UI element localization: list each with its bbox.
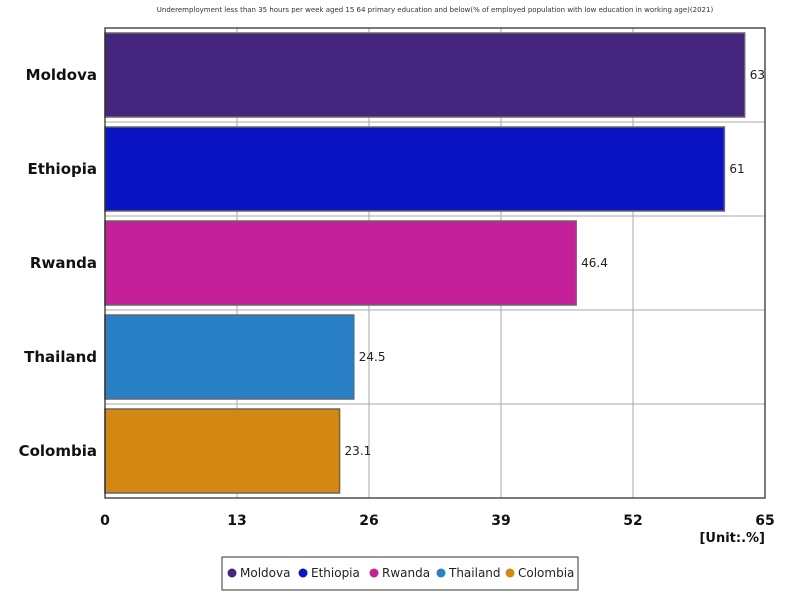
value-label: 23.1 (345, 444, 372, 458)
legend-label: Moldova (240, 566, 290, 580)
plot-frame (104, 27, 766, 499)
x-axis-ticks: 0 13 26 39 52 65 (100, 513, 775, 529)
bar-moldova (104, 32, 746, 118)
category-label: Moldova (26, 66, 97, 84)
category-label: Ethiopia (27, 160, 97, 178)
category-labels: Moldova Ethiopia Rwanda Thailand Colombia (19, 66, 97, 460)
legend-marker (369, 568, 379, 578)
legend-marker (436, 568, 446, 578)
x-tick-label: 65 (755, 513, 774, 529)
x-tick-label: 52 (623, 513, 642, 529)
chart-title: Underemployment less than 35 hours per w… (157, 6, 714, 14)
value-labels: 63 61 46.4 24.5 23.1 (345, 68, 765, 458)
bar-colombia (104, 408, 341, 494)
category-label: Rwanda (30, 254, 97, 272)
value-label: 63 (750, 68, 765, 82)
x-tick-label: 26 (359, 513, 378, 529)
x-tick-label: 13 (227, 513, 246, 529)
bars (104, 32, 746, 494)
legend-marker (227, 568, 237, 578)
legend-marker (505, 568, 515, 578)
legend-label: Thailand (448, 566, 501, 580)
value-label: 61 (729, 162, 744, 176)
value-label: 24.5 (359, 350, 386, 364)
legend: Moldova Ethiopia Rwanda Thailand Colombia (221, 556, 579, 591)
x-tick-label: 0 (100, 513, 110, 529)
category-label: Colombia (19, 442, 97, 460)
x-tick-label: 39 (491, 513, 510, 529)
unit-label: [Unit:.%] (699, 531, 765, 546)
legend-label: Rwanda (382, 566, 430, 580)
legend-label: Colombia (518, 566, 574, 580)
bar-ethiopia (104, 126, 726, 212)
legend-label: Ethiopia (311, 566, 360, 580)
legend-box (221, 556, 579, 591)
legend-items: Moldova Ethiopia Rwanda Thailand Colombia (227, 566, 574, 580)
bar-thailand (104, 314, 355, 400)
value-label: 46.4 (581, 256, 608, 270)
category-label: Thailand (24, 348, 97, 366)
legend-marker (298, 568, 308, 578)
bar-rwanda (104, 220, 577, 306)
